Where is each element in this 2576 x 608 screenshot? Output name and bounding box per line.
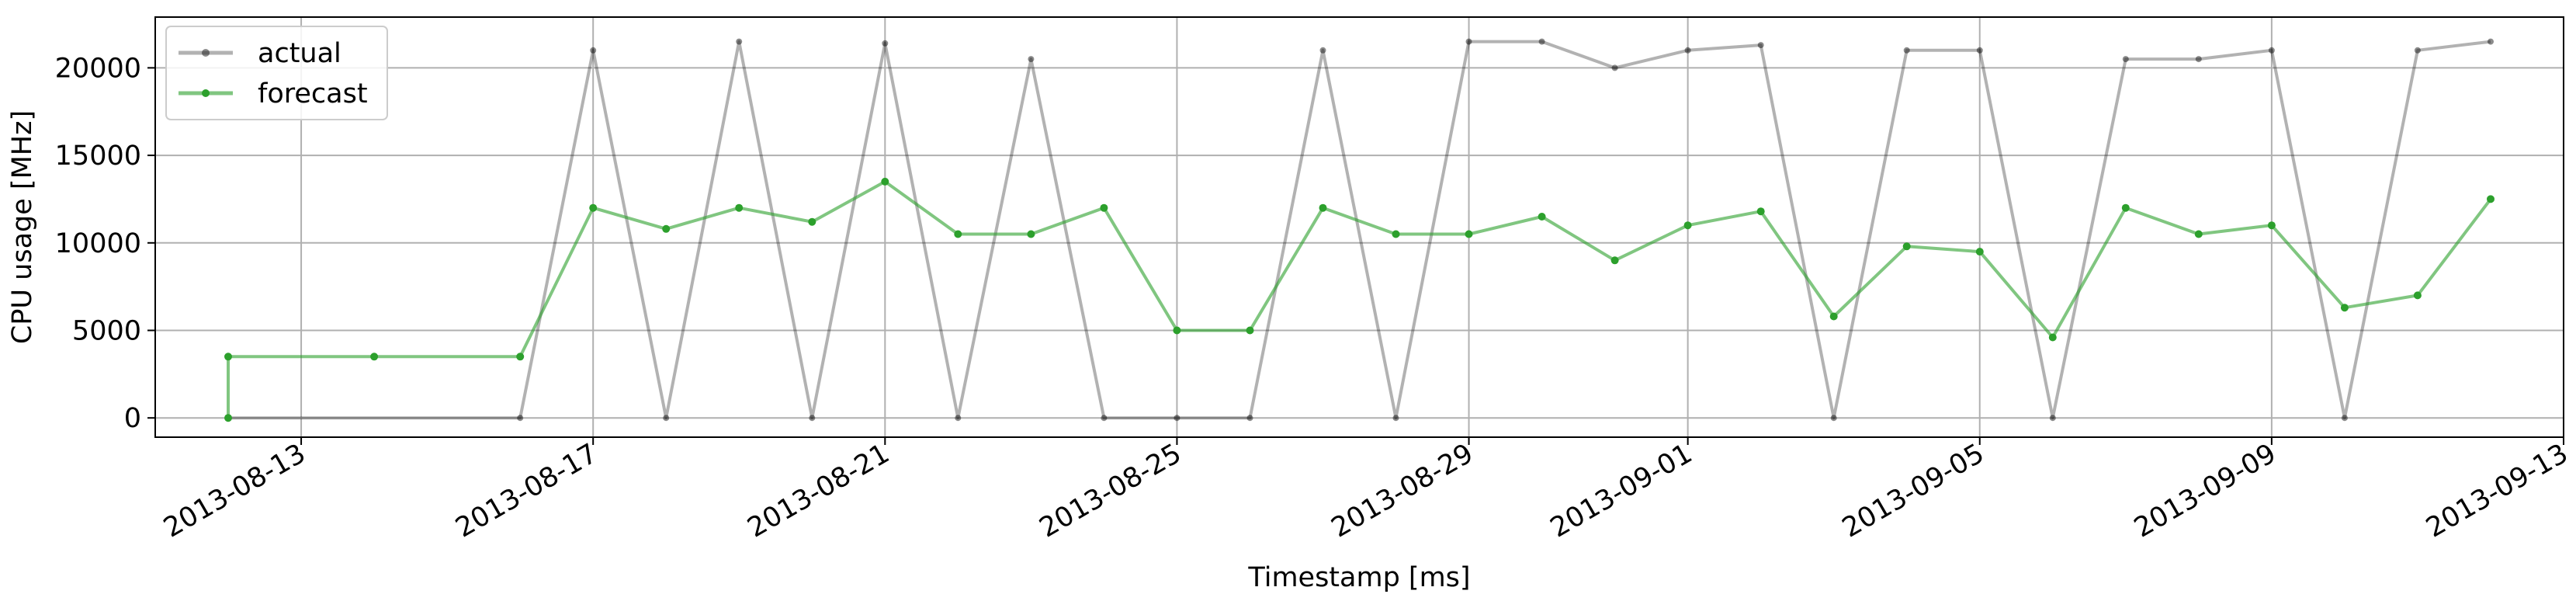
data-point-actual — [1684, 47, 1691, 54]
data-point-actual — [1465, 38, 1472, 45]
y-tick-label: 10000 — [55, 228, 141, 259]
data-point-actual — [1830, 415, 1837, 422]
data-point-actual — [2341, 415, 2348, 422]
series-forecast — [224, 177, 2495, 422]
data-point-forecast — [2267, 221, 2276, 230]
data-point-forecast — [1610, 256, 1619, 265]
data-point-forecast — [2048, 333, 2057, 342]
data-point-forecast — [1392, 230, 1400, 238]
data-point-forecast — [1756, 207, 1765, 216]
data-point-actual — [1246, 415, 1253, 422]
data-point-actual — [882, 40, 889, 47]
x-axis-label: Timestamp [ms] — [1247, 562, 1470, 593]
data-point-forecast — [2413, 291, 2422, 300]
data-point-actual — [2268, 47, 2275, 54]
legend-entry-forecast: forecast — [179, 78, 368, 109]
data-point-forecast — [2121, 203, 2130, 212]
data-point-actual — [1903, 47, 1910, 54]
legend-box — [165, 26, 388, 120]
data-point-forecast — [224, 414, 232, 422]
data-point-forecast — [2487, 195, 2495, 203]
data-point-forecast — [589, 203, 598, 212]
data-point-actual — [736, 38, 743, 45]
data-point-forecast — [735, 203, 744, 212]
data-point-forecast — [1319, 203, 1327, 212]
data-point-forecast — [2194, 230, 2203, 238]
data-point-forecast — [1465, 230, 1473, 238]
data-point-forecast — [1538, 213, 1546, 221]
series-line-actual — [228, 40, 2491, 420]
data-point-forecast — [516, 353, 525, 361]
y-tick-label: 20000 — [55, 53, 141, 84]
legend-label-actual: actual — [258, 38, 342, 69]
data-point-actual — [809, 415, 816, 422]
data-point-forecast — [224, 353, 232, 361]
series-actual — [225, 38, 2494, 422]
legend-entry-actual: actual — [179, 38, 342, 69]
data-point-actual — [1392, 415, 1399, 422]
legend-marker-actual — [202, 49, 210, 57]
data-point-forecast — [1027, 230, 1035, 238]
y-axis-label: CPU usage [MHz] — [7, 110, 38, 344]
y-tick-label: 0 — [124, 403, 141, 434]
data-point-actual — [2049, 415, 2056, 422]
plot-frame — [154, 16, 2564, 438]
data-point-forecast — [808, 217, 816, 226]
legend-label-forecast: forecast — [258, 78, 368, 109]
legend-marker-forecast — [202, 89, 210, 97]
y-tick-label: 5000 — [72, 315, 141, 346]
data-point-actual — [955, 415, 962, 422]
data-point-actual — [1174, 415, 1181, 422]
data-point-forecast — [1829, 312, 1838, 321]
y-tick-label: 15000 — [55, 141, 141, 172]
data-point-forecast — [2340, 304, 2349, 312]
data-point-forecast — [1173, 326, 1181, 335]
data-point-actual — [1028, 56, 1035, 63]
data-point-actual — [2195, 56, 2202, 63]
data-point-forecast — [1100, 203, 1108, 212]
data-point-actual — [1319, 47, 1326, 54]
data-point-actual — [2414, 47, 2421, 54]
data-point-actual — [2122, 56, 2129, 63]
legend: actual forecast — [165, 26, 388, 120]
data-point-actual — [1757, 42, 1764, 49]
series-layer — [224, 38, 2495, 422]
data-point-actual — [517, 415, 524, 422]
data-point-actual — [590, 47, 597, 54]
data-point-forecast — [954, 230, 962, 238]
data-point-actual — [1976, 47, 1983, 54]
data-point-forecast — [1683, 221, 1692, 230]
data-point-actual — [2488, 38, 2494, 45]
data-point-forecast — [370, 353, 379, 361]
data-point-actual — [1538, 38, 1545, 45]
data-point-actual — [663, 415, 670, 422]
data-point-forecast — [1246, 326, 1254, 335]
data-point-forecast — [881, 177, 889, 186]
data-point-forecast — [1975, 248, 1984, 256]
data-point-actual — [1611, 64, 1618, 71]
data-point-actual — [1101, 415, 1108, 422]
data-point-forecast — [662, 224, 671, 233]
data-point-forecast — [1902, 242, 1911, 251]
